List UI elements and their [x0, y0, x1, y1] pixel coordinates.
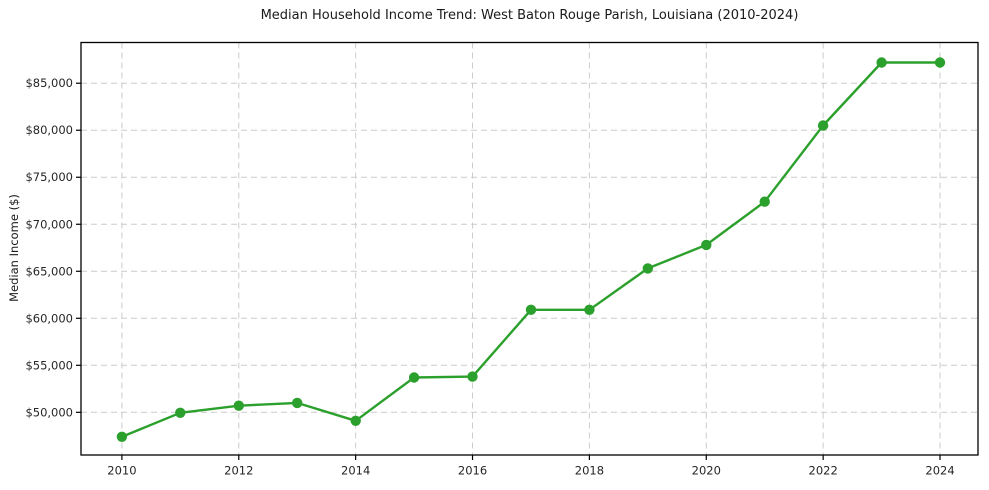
data-point-2020: [701, 239, 712, 251]
data-point-2011: [175, 407, 186, 418]
data-point-2021: [759, 196, 770, 207]
data-point-2017: [525, 304, 537, 315]
y-tick-label: $55,000: [25, 358, 73, 372]
x-tick-label: 2022: [809, 464, 838, 478]
data-point-2010: [116, 431, 128, 442]
data-point-2022: [817, 120, 829, 131]
y-tick-label: $80,000: [25, 123, 73, 137]
y-tick-label: $65,000: [25, 264, 73, 278]
plot-area-border: [80, 41, 979, 456]
x-tick-label: 2020: [692, 464, 721, 478]
y-tick-label: $75,000: [25, 170, 73, 184]
y-tick-label: $85,000: [25, 76, 73, 90]
y-tick-label: $50,000: [25, 405, 73, 419]
x-tick-label: 2012: [224, 464, 253, 478]
y-tick-label: $60,000: [25, 311, 73, 325]
data-point-2014: [350, 415, 361, 426]
data-point-2024: [934, 57, 946, 68]
data-point-2023: [876, 57, 887, 68]
chart-title: Median Household Income Trend: West Bato…: [260, 8, 799, 23]
data-point-2018: [584, 304, 595, 315]
x-tick-label: 2016: [458, 464, 487, 478]
y-tick-label: $70,000: [25, 217, 73, 231]
x-tick-label: 2010: [107, 464, 136, 478]
data-point-2019: [642, 263, 653, 274]
x-tick-label: 2024: [925, 464, 954, 478]
data-point-2016: [467, 371, 478, 382]
x-tick-label: 2018: [575, 464, 604, 478]
data-point-2015: [408, 372, 420, 383]
income-trend-line: [120, 61, 942, 438]
data-point-2012: [233, 400, 244, 411]
data-point-2013: [292, 397, 303, 409]
x-tick-label: 2014: [341, 464, 370, 478]
